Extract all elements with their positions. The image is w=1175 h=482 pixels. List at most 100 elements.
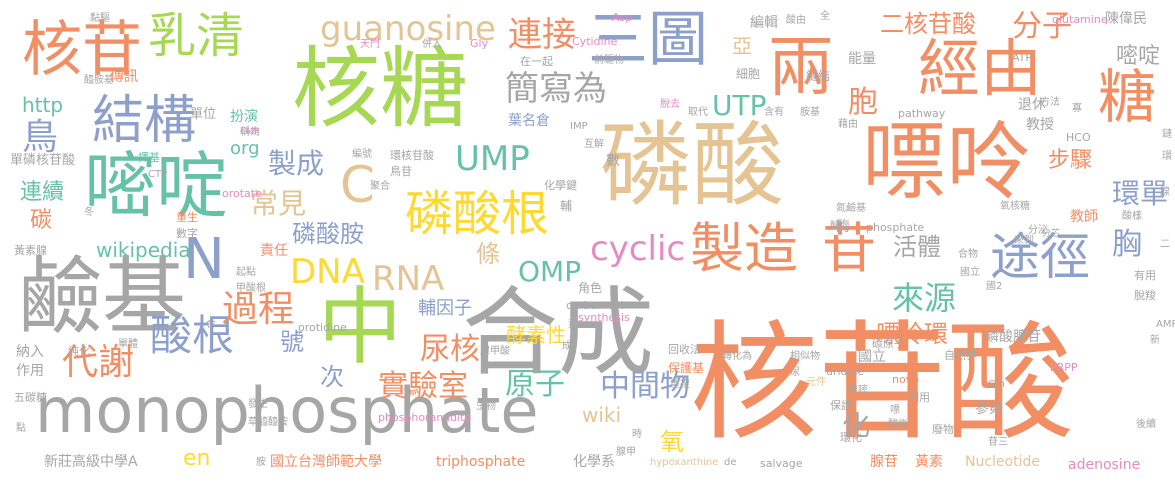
word-synthesis: 合成 (462, 277, 654, 389)
word-cyclic-nucleotide: 環核苷酸 (390, 149, 434, 162)
word-atom: 原子 (505, 367, 565, 402)
word-ump: UMP (455, 139, 530, 179)
word-chemical: 化 (842, 409, 871, 442)
word-adenine-form: 腺甲 (616, 447, 636, 458)
word-new: 新 (1150, 335, 1160, 346)
word-chain: 鏈 (1162, 129, 1172, 140)
word-in-vivo: 活體 (893, 233, 941, 261)
word-purine-ring: 嘌呤環 (876, 320, 948, 348)
word-yellow: 黃 (568, 319, 578, 330)
word-guanosine-zh: 鳥苷 (390, 165, 412, 178)
word-role: 角色 (578, 281, 603, 295)
word-analog: 相似物 (790, 351, 820, 362)
word-cyclize: 環化 (840, 431, 862, 444)
word-secrete: 分泌 (1028, 225, 1048, 236)
word-synthesis-en: synthesis (578, 311, 630, 324)
word-utilize: 利用 (908, 391, 930, 404)
word-protect: 保護 (830, 399, 852, 412)
word-gland: 腺 (1160, 187, 1170, 198)
word-manufacture: 製造 (690, 217, 798, 280)
word-unit: 單位 (190, 107, 217, 122)
word-salvage: salvage (760, 457, 803, 470)
word-oxalamide: 草醯醯胺 (248, 417, 288, 428)
word-dinucleotide: 二核苷酸 (880, 10, 976, 38)
word-laboratory: 實驗室 (378, 369, 468, 404)
word-chem-dept: 化學系 (573, 454, 615, 470)
word-phosphate-group: 磷酸根 (405, 186, 550, 242)
word-energy: 能量 (848, 51, 876, 67)
word-carbon-atom: 碳原子 (872, 337, 905, 350)
word-adenosine-zh: 腺苷 (870, 454, 898, 470)
word-useful: 有用 (1134, 269, 1156, 282)
word-ring: 環 (1162, 151, 1172, 162)
word-play: 扮演 (230, 109, 258, 125)
word-merge: 併入 (422, 39, 442, 50)
word-formate: 甲酸根 (236, 283, 266, 294)
word-uracil-nuc: 尿核 (420, 332, 480, 367)
word-acid-pyr: 酸嘧 (848, 385, 868, 396)
word-adenosine: adenosine (1068, 457, 1141, 473)
word-made-into: 製成 (268, 147, 325, 180)
word-utp: UTP (712, 89, 767, 122)
word-sub: 亞 (732, 34, 752, 58)
word-nucleoside: 核苷 (22, 15, 142, 85)
word-metabolism: 代謝 (62, 342, 135, 383)
word-flavin: 黃素 (915, 454, 943, 470)
word-carbamoyl: carbamoyl (566, 299, 625, 312)
word-prpp: PRPP (1050, 361, 1078, 374)
word-school: 新莊高級中學A (44, 454, 138, 470)
word-glycoside: 苷 (822, 217, 876, 280)
word-effect: 作用 (16, 363, 44, 379)
word-ribose: 核糖 (292, 37, 469, 140)
word-amine: 胺 (256, 457, 266, 468)
word-aspartic: 天門 (360, 39, 380, 50)
word-purine-small: 嘌 (890, 405, 900, 416)
word-times: 次 (320, 363, 344, 391)
word-chemical-bond: 化學鍵 (544, 179, 577, 192)
word-phosphoric-acid: 磷酸 (600, 112, 785, 219)
word-enzymatic: 酵素性 (506, 323, 566, 347)
word-middle: 中 (318, 278, 403, 376)
word-numbers: 數字 (176, 227, 198, 240)
word-cyclic-mono: 環單 (1112, 177, 1169, 210)
word-process: 過程 (222, 289, 295, 330)
word-repeat: 重複 (670, 379, 690, 390)
word-combine: 合 (206, 319, 216, 330)
word-pentose: 五碳糖 (14, 391, 47, 404)
word-form: 成 (562, 341, 572, 352)
word-novo: novo (892, 373, 919, 386)
word-cmp: CMP (240, 127, 260, 137)
word-together: 在一起 (520, 55, 553, 68)
word-de: de (724, 457, 737, 468)
word-omp: OMP (518, 255, 582, 288)
word-cells: 細胞 (736, 67, 761, 81)
word-precursor: 前驅物 (594, 55, 624, 66)
word-cytidine: Cytidine (572, 35, 618, 48)
word-monophosphate: monophosphate (35, 374, 539, 447)
word-amp-glycoside: 磷酸腺苷 (985, 329, 1041, 345)
word-convert: 轉化為 (722, 351, 752, 362)
word-two-small: 二 (1160, 239, 1170, 250)
word-nucleotide-en: Nucleotide (965, 454, 1040, 470)
word-whey: 乳清 (148, 8, 245, 64)
word-acid-radical: 酸根 (150, 311, 235, 360)
word-decarboxylate: 脫羧 (1134, 289, 1156, 302)
word-carbon: 碳 (30, 208, 53, 233)
word-number: 號 (280, 328, 304, 356)
word-component: 元件 (806, 377, 826, 388)
word-winter: 冬 (84, 207, 94, 218)
word-acid-sample: 酸樣 (1122, 211, 1142, 222)
word-edit: 編輯 (750, 15, 778, 31)
word-urine: 尿 (790, 367, 800, 378)
word-oxygen: 氧 (660, 428, 684, 456)
word-base: 鹼基 (18, 248, 187, 346)
word-wiki: wiki (582, 403, 622, 427)
word-phosphate-en: phosphate (866, 221, 925, 234)
word-triphosphate: triphosphate (436, 454, 526, 470)
word-pathway-en: pathway (898, 107, 946, 120)
word-fraction: 分芯 (1042, 229, 1061, 239)
word-by-means: 藉由 (838, 119, 858, 130)
word-person-name-2: 葉名倉 (508, 113, 550, 129)
word-strip: 條 (476, 240, 500, 268)
word-glutamine: glutamine (1052, 13, 1108, 26)
